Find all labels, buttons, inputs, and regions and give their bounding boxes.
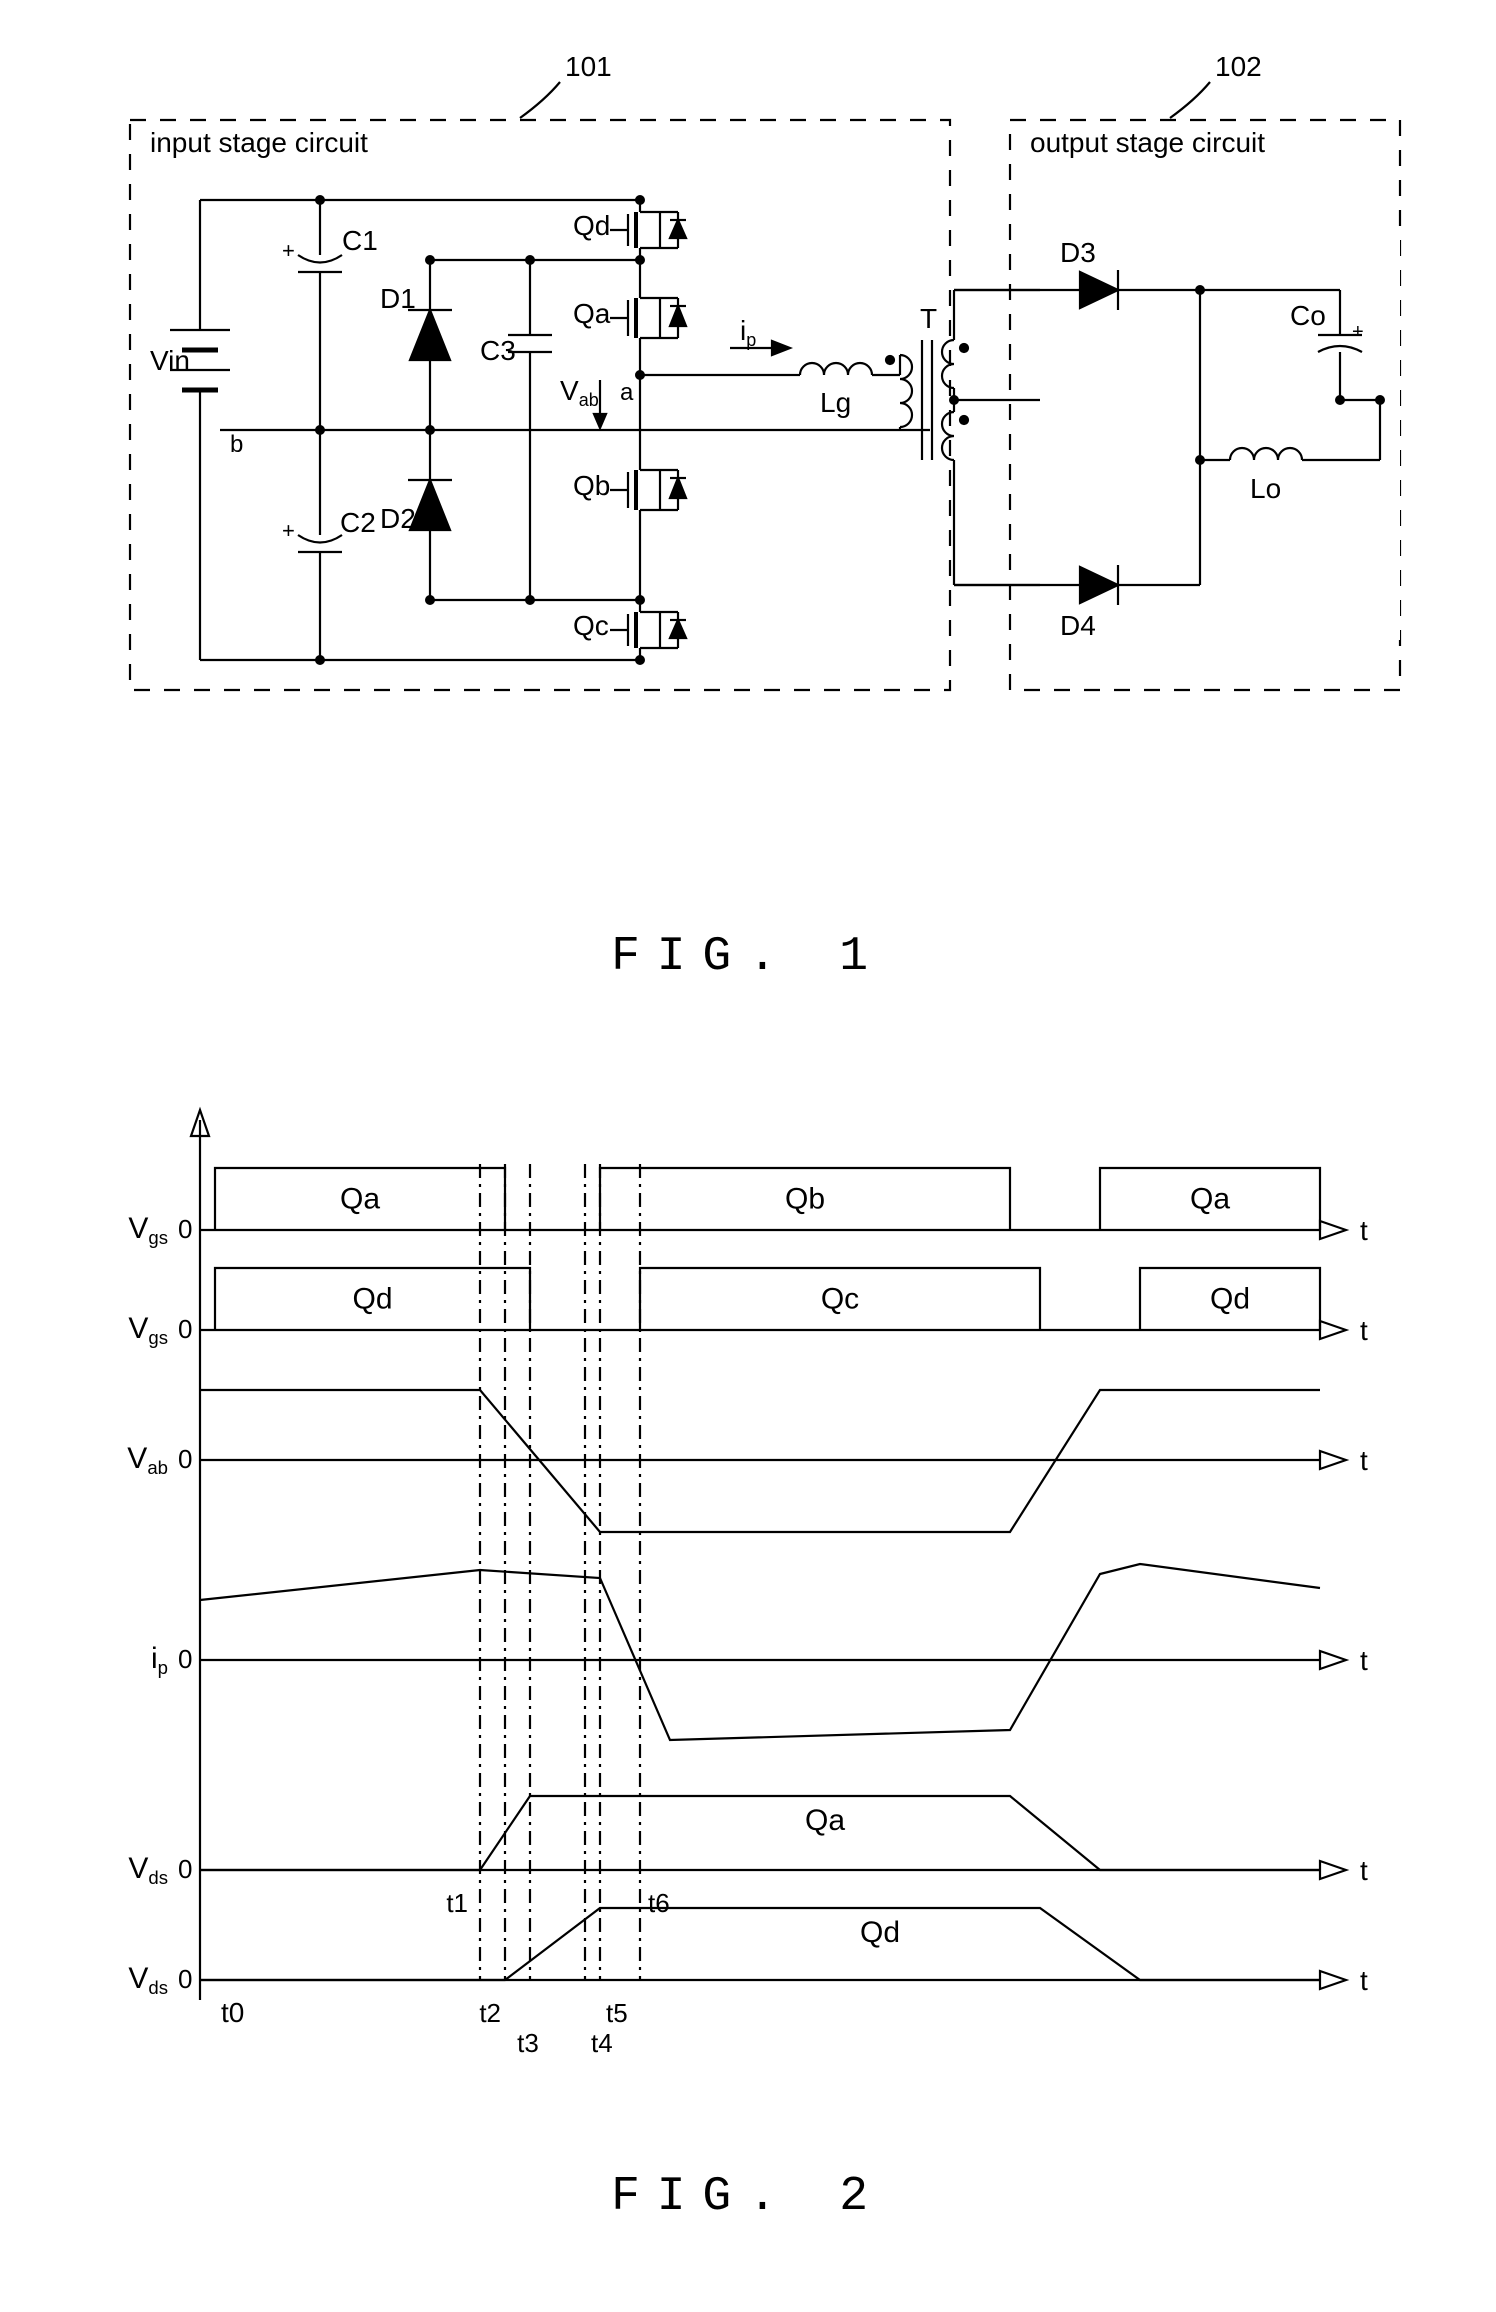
d3-label: D3: [1060, 237, 1096, 268]
svg-text:0: 0: [178, 1854, 192, 1884]
fig2-svg: t t t t t t Vgs 0 Vgs 0 Vab 0 ip 0 Vds 0 Vds 0 Qa Qb Qa Qd Qc Q…: [0, 1080, 1496, 2090]
svg-text:Qa: Qa: [1190, 1182, 1230, 1215]
svg-text:Vds: Vds: [128, 1852, 168, 1888]
qc-label: Qc: [573, 610, 609, 641]
d1-label: D1: [380, 283, 416, 314]
svg-text:Vds: Vds: [128, 1962, 168, 1998]
svg-text:0: 0: [178, 1444, 192, 1474]
co-label: Co: [1290, 300, 1326, 331]
svg-text:Vab: Vab: [127, 1442, 168, 1478]
c2-cap: [298, 430, 342, 660]
svg-text:t: t: [1360, 1855, 1368, 1886]
svg-text:0: 0: [178, 1644, 192, 1674]
input-title: input stage circuit: [150, 127, 368, 158]
vin-label: Vin: [150, 345, 190, 376]
node-b: b: [230, 431, 243, 458]
c1-cap: [298, 200, 342, 430]
svg-text:Qa: Qa: [805, 1804, 845, 1837]
svg-text:Qd: Qd: [1210, 1282, 1250, 1315]
qc-mosfet: [610, 600, 686, 660]
svg-text:t2: t2: [479, 1998, 501, 2028]
svg-text:t: t: [1360, 1315, 1368, 1346]
svg-text:0: 0: [178, 1214, 192, 1244]
svg-text:t0: t0: [221, 1997, 244, 2028]
svg-text:Qd: Qd: [352, 1282, 392, 1315]
d2-label: D2: [380, 503, 416, 534]
fig1-caption: FIG. 1: [0, 930, 1496, 984]
qa-mosfet: [610, 260, 686, 375]
svg-text:t1: t1: [446, 1888, 468, 1918]
svg-text:Vgs: Vgs: [128, 1312, 168, 1348]
svg-text:Qd: Qd: [860, 1916, 900, 1949]
svg-text:t4: t4: [591, 2028, 613, 2058]
c2-label: C2: [340, 507, 376, 538]
fig1-svg: 101 102 input stage circuit output stage…: [0, 40, 1496, 860]
c1-label: C1: [342, 225, 378, 256]
qb-label: Qb: [573, 470, 610, 501]
ref-102: 102: [1215, 51, 1262, 82]
ip-label: ip: [740, 315, 756, 350]
c3-label: C3: [480, 335, 516, 366]
node-a: a: [620, 379, 634, 406]
qd-mosfet: [610, 200, 686, 260]
t-label: T: [920, 303, 937, 334]
svg-text:Qc: Qc: [821, 1282, 859, 1315]
svg-text:t: t: [1360, 1645, 1368, 1676]
d4-label: D4: [1060, 610, 1096, 641]
qa-label: Qa: [573, 298, 611, 329]
svg-text:ip: ip: [151, 1642, 168, 1678]
c2-plus: +: [282, 518, 295, 543]
c1-plus: +: [282, 238, 295, 263]
co-plus: +: [1352, 321, 1364, 343]
lg-label: Lg: [820, 387, 851, 418]
fig2-caption: FIG. 2: [0, 2170, 1496, 2224]
lo-label: Lo: [1250, 473, 1281, 504]
svg-text:Qa: Qa: [340, 1182, 380, 1215]
svg-text:Vgs: Vgs: [128, 1212, 168, 1248]
qd-label: Qd: [573, 210, 610, 241]
svg-text:t6: t6: [648, 1888, 670, 1918]
svg-text:t5: t5: [606, 1998, 628, 2028]
lg-inductor: [790, 363, 900, 375]
svg-text:Qb: Qb: [785, 1182, 825, 1215]
svg-text:t3: t3: [517, 2028, 539, 2058]
svg-text:t: t: [1360, 1215, 1368, 1246]
svg-text:0: 0: [178, 1964, 192, 1994]
svg-text:0: 0: [178, 1314, 192, 1344]
svg-text:t: t: [1360, 1965, 1368, 1996]
ref-101: 101: [565, 51, 612, 82]
vab-label: Vab: [560, 375, 599, 410]
output-title: output stage circuit: [1030, 127, 1265, 158]
svg-text:t: t: [1360, 1445, 1368, 1476]
ip-arrow: [730, 341, 790, 355]
